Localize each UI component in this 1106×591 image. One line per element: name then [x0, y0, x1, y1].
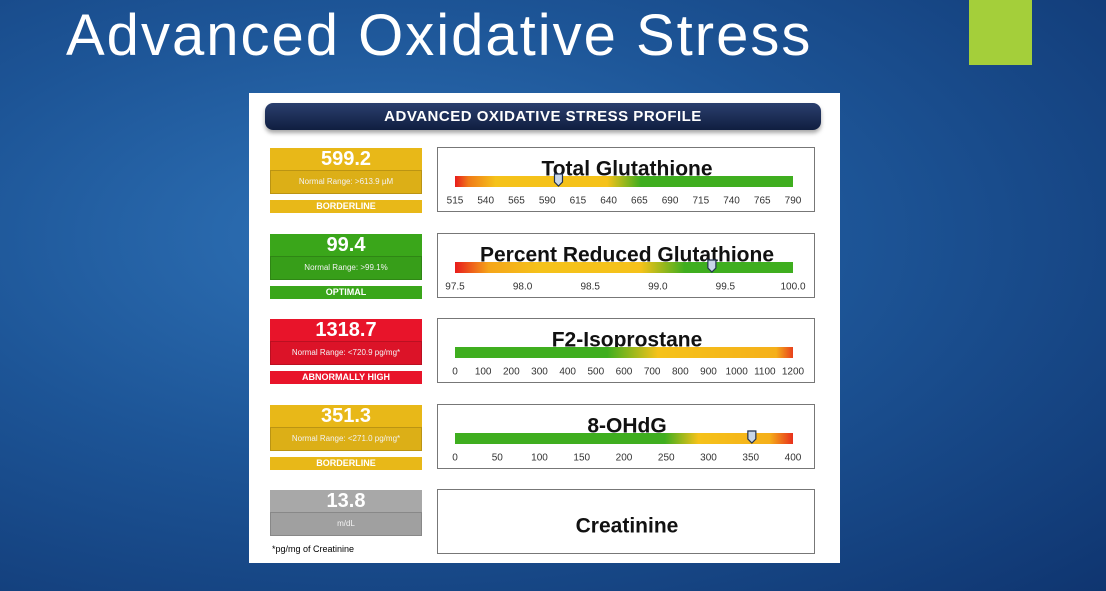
gauge: Percent Reduced Glutathione 97.5 98.0 98.5 9…	[445, 243, 806, 292]
report-header: ADVANCED OXIDATIVE STRESS PROFILE	[265, 103, 821, 130]
tick-label: 300	[531, 367, 548, 378]
tick-label: 540	[477, 196, 494, 207]
result-value: 13.8	[270, 490, 422, 512]
tick-label: 99.5	[716, 281, 736, 292]
tick-label: 400	[559, 367, 576, 378]
tick-label: 700	[644, 367, 661, 378]
tick-label: 97.5	[445, 281, 465, 292]
normal-range: Normal Range: >613.9 µM	[270, 170, 422, 194]
result-value: 99.4	[270, 233, 422, 256]
tick-label: 0	[452, 367, 458, 378]
gauge-box: Creatinine	[437, 489, 815, 554]
tick-label: 300	[700, 452, 717, 463]
tick-label: 100.0	[780, 281, 805, 292]
normal-range: Normal Range: <271.0 pg/mg*	[270, 426, 422, 451]
status-label: OPTIMAL	[270, 285, 422, 299]
status-label: ABNORMALLY HIGH	[270, 371, 422, 384]
tick-label: 765	[754, 196, 771, 207]
tick-label: 665	[631, 196, 648, 207]
tick-label: 1200	[782, 367, 805, 378]
gauge-title: 8-OHdG	[587, 414, 666, 437]
tick-label: 50	[492, 452, 504, 463]
gauge: Total Glutathione 515 540 565 590 615 640 665 69…	[447, 158, 802, 207]
gauge-box: 8-OHdG 0 50 100 150 200 250 300 350 400	[437, 403, 815, 469]
tick-label: 400	[785, 452, 802, 463]
tick-label: 0	[452, 452, 458, 463]
tick-label: 615	[570, 196, 587, 207]
gauge: F2-Isoprostane 0 100 200 300 400 500 600 700 800 9…	[452, 329, 805, 378]
gauge-title: F2-Isoprostane	[552, 329, 703, 352]
value-marker	[747, 429, 757, 444]
gauge-box: Percent Reduced Glutathione 97.5 98.0 98.5 9…	[437, 232, 815, 298]
tick-label: 350	[742, 452, 759, 463]
gauge-title: Total Glutathione	[541, 158, 712, 181]
tick-label: 99.0	[648, 281, 668, 292]
result-value: 1318.7	[270, 319, 422, 341]
tick-label: 790	[785, 196, 802, 207]
normal-range: Normal Range: >99.1%	[270, 255, 422, 280]
accent-square	[969, 0, 1032, 65]
gauge-title: Percent Reduced Glutathione	[480, 243, 774, 266]
tick-label: 250	[658, 452, 675, 463]
tick-label: 565	[508, 196, 525, 207]
tick-label: 600	[616, 367, 633, 378]
gauge-bar	[455, 176, 793, 187]
tick-label: 150	[573, 452, 590, 463]
tick-label: 200	[503, 367, 520, 378]
tick-label: 98.0	[513, 281, 533, 292]
tick-label: 500	[587, 367, 604, 378]
gauge: Creatinine	[576, 515, 679, 538]
gauge-box: Total Glutathione 515 540 565 590 615 640 665 69…	[437, 147, 815, 212]
tick-label: 515	[447, 196, 464, 207]
tick-label: 1100	[754, 367, 776, 378]
slide-title: Advanced Oxidative Stress	[66, 3, 813, 68]
tick-label: 715	[692, 196, 709, 207]
tick-label: 100	[475, 367, 492, 378]
result-value: 599.2	[270, 148, 422, 170]
report-panel: ADVANCED OXIDATIVE STRESS PROFILE *pg/mg…	[249, 93, 840, 563]
tick-label: 1000	[726, 367, 749, 378]
gauge-box: F2-Isoprostane 0 100 200 300 400 500 600 700 800 9…	[437, 318, 815, 383]
status-label: BORDERLINE	[270, 200, 422, 213]
result-value: 351.3	[270, 404, 422, 427]
gauge-bar	[455, 432, 793, 444]
normal-range: m/dL	[270, 512, 422, 536]
tick-label: 690	[662, 196, 679, 207]
status-label: BORDERLINE	[270, 456, 422, 470]
gauge: 8-OHdG 0 50 100 150 200 250 300 350 400	[452, 414, 802, 463]
tick-label: 100	[531, 452, 548, 463]
gauge-bar	[455, 347, 793, 358]
tick-label: 98.5	[580, 281, 600, 292]
tick-label: 640	[600, 196, 617, 207]
footnote: *pg/mg of Creatinine	[272, 544, 355, 554]
tick-label: 800	[672, 367, 689, 378]
tick-label: 740	[723, 196, 740, 207]
gauge-title: Creatinine	[576, 515, 679, 538]
value-marker	[707, 258, 717, 273]
gauge-bar	[455, 261, 793, 273]
value-marker	[553, 173, 564, 187]
tick-label: 590	[539, 196, 556, 207]
tick-label: 200	[616, 452, 633, 463]
normal-range: Normal Range: <720.9 pg/mg*	[270, 341, 422, 365]
tick-label: 900	[700, 367, 717, 378]
